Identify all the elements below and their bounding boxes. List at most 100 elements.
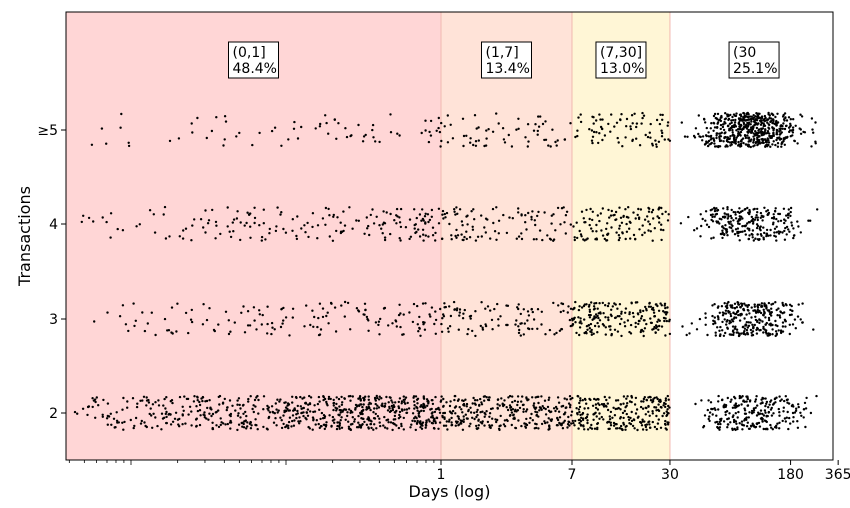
data-point (484, 231, 487, 234)
data-point (713, 209, 717, 213)
data-point (314, 423, 317, 426)
region-label-box-2: (1,7]13.4% (480, 41, 532, 79)
data-point (632, 211, 635, 214)
data-point (771, 333, 774, 336)
data-point (183, 395, 186, 398)
data-point (784, 124, 788, 128)
data-point (398, 221, 402, 224)
data-point (300, 411, 303, 415)
data-point (730, 223, 733, 226)
data-point (428, 218, 432, 222)
data-point (371, 123, 375, 127)
data-point (704, 210, 708, 213)
data-point (331, 239, 335, 242)
data-point (318, 302, 322, 305)
data-point (664, 419, 667, 423)
data-point (526, 310, 530, 313)
data-point (723, 312, 726, 315)
data-point (453, 394, 456, 398)
data-point (784, 319, 787, 322)
data-point (747, 123, 750, 127)
data-point (592, 418, 595, 421)
data-point (711, 413, 714, 416)
data-point (733, 233, 737, 236)
data-point (566, 426, 569, 429)
data-point (190, 308, 193, 312)
data-point (777, 329, 780, 332)
data-point (707, 139, 711, 143)
data-point (742, 111, 745, 115)
data-point (258, 224, 261, 227)
data-point (457, 424, 460, 427)
data-point (124, 323, 128, 326)
data-point (455, 236, 458, 239)
data-point (489, 426, 492, 430)
data-point (708, 419, 711, 423)
data-point (279, 398, 282, 401)
data-point (325, 121, 328, 125)
data-point (367, 427, 370, 430)
data-point (738, 334, 741, 337)
data-point (746, 397, 749, 401)
data-point (610, 332, 613, 336)
data-point (746, 333, 750, 336)
data-point (473, 411, 476, 414)
data-point (208, 307, 211, 310)
data-point (541, 405, 544, 408)
data-point (746, 111, 749, 115)
data-point (448, 404, 452, 408)
data-point (258, 309, 261, 312)
data-point (635, 137, 638, 140)
data-point (543, 420, 546, 423)
data-point (509, 413, 512, 417)
data-point (512, 413, 515, 416)
data-point (162, 404, 165, 407)
data-point (783, 399, 786, 403)
data-point (734, 428, 737, 432)
data-point (361, 417, 364, 420)
data-point (337, 397, 341, 401)
data-point (591, 230, 594, 233)
data-point (243, 224, 246, 227)
data-point (415, 416, 418, 420)
data-point (192, 400, 196, 403)
data-point (790, 224, 794, 227)
data-point (715, 414, 718, 417)
data-point (258, 131, 261, 135)
data-point (343, 397, 346, 400)
data-point (647, 229, 650, 232)
data-point (532, 318, 536, 321)
data-point (615, 423, 618, 426)
data-point (578, 321, 581, 324)
data-point (708, 415, 711, 418)
data-point (734, 211, 737, 214)
data-point (541, 238, 544, 242)
data-point (761, 141, 764, 144)
data-point (765, 304, 768, 307)
data-point (753, 218, 757, 221)
data-point (320, 425, 323, 428)
data-point (478, 403, 481, 407)
data-point (792, 420, 795, 423)
data-point (502, 138, 506, 141)
data-point (415, 405, 418, 409)
data-point (499, 315, 502, 318)
data-point (583, 428, 586, 431)
data-point (619, 403, 623, 406)
data-point (655, 143, 658, 146)
data-point (453, 210, 456, 213)
data-point (749, 123, 752, 126)
data-point (731, 320, 735, 323)
data-point (525, 423, 529, 427)
data-point (574, 419, 577, 423)
data-point (756, 211, 759, 214)
data-point (740, 420, 744, 423)
data-point (590, 333, 593, 336)
data-point (413, 208, 416, 211)
data-point (552, 239, 555, 242)
data-point (771, 428, 774, 431)
data-point (278, 400, 281, 403)
data-point (87, 405, 91, 408)
data-point (745, 313, 748, 316)
data-point (611, 416, 614, 419)
